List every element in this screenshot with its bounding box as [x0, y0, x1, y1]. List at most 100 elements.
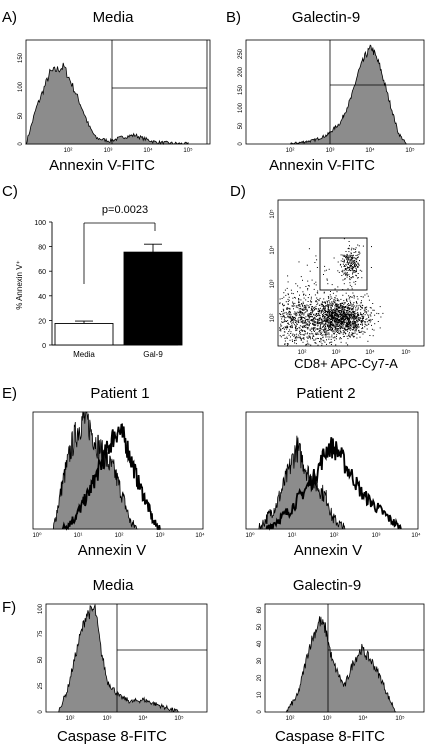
panel-d-event-dot	[313, 331, 315, 332]
panel-d-event-dot	[350, 277, 352, 279]
panel-d-event-dot	[345, 319, 347, 321]
panel-d-event-dot	[332, 325, 333, 327]
panel-f2-ytick: 10	[257, 691, 263, 698]
panel-d-event-dot	[374, 323, 376, 325]
panel-b-xtick: 10³	[326, 148, 335, 154]
panel-d-event-dot	[343, 260, 345, 262]
panel-d-event-dot	[315, 334, 317, 336]
panel-d-event-dot	[322, 339, 324, 341]
panel-d-event-dot	[352, 323, 354, 325]
panel-d-event-dot	[310, 322, 312, 324]
panel-d-event-dot	[340, 303, 342, 304]
panel-d-event-dot	[340, 305, 342, 307]
panel-d-event-dot	[340, 312, 341, 314]
panel-d-event-dot	[312, 338, 314, 339]
panel-d-event-dot	[323, 316, 325, 317]
panel-d-event-dot	[299, 331, 300, 333]
panel-d-event-dot	[329, 321, 331, 323]
panel-d-event-dot	[287, 332, 289, 334]
panel-d-event-dot	[351, 325, 353, 327]
panel-d-event-dot	[347, 324, 349, 326]
panel-d-event-dot	[294, 327, 296, 328]
panel-d-event-dot	[319, 323, 321, 325]
panel-d-event-dot	[293, 305, 295, 307]
panel-d-event-dot	[346, 326, 348, 328]
panel-d-event-dot	[349, 245, 350, 247]
panel-d-event-dot	[363, 321, 365, 323]
panel-d-event-dot	[348, 248, 350, 250]
panel-d-event-dot	[352, 260, 354, 262]
panel-d-event-dot	[369, 318, 371, 320]
panel-d-event-dot	[352, 329, 354, 331]
panel-d-event-dot	[304, 326, 305, 328]
panel-e2-xtick: 10²	[330, 533, 339, 539]
panel-d-event-dot	[295, 336, 297, 338]
panel-d-event-dot	[329, 302, 331, 304]
panel-d-event-dot	[311, 306, 313, 308]
panel-d-event-dot	[347, 304, 349, 305]
panel-d-event-dot	[350, 262, 352, 264]
panel-d-event-dot	[330, 311, 332, 313]
panel-d-event-dot	[286, 287, 288, 289]
panel-d-event-dot	[347, 256, 349, 258]
panel-d-event-dot	[295, 315, 297, 317]
panel-d-event-dot	[353, 281, 355, 283]
panel-d-event-dot	[310, 344, 312, 346]
panel-d-event-dot	[340, 332, 342, 334]
panel-d-event-dot	[308, 320, 310, 322]
panel-d-event-dot	[307, 324, 309, 326]
panel-d-event-dot	[331, 284, 333, 286]
panel-d-event-dot	[339, 311, 340, 313]
panel-c-pvalue: p=0.0023	[102, 204, 148, 216]
panel-d-event-dot	[374, 314, 376, 316]
panel-d-event-dot	[282, 303, 284, 305]
panel-d-event-dot	[325, 310, 326, 312]
panel-d-event-dot	[285, 301, 287, 303]
panel-d-event-dot	[325, 332, 327, 334]
panel-d-event-dot	[328, 306, 330, 308]
panel-d-event-dot	[350, 269, 352, 271]
panel-d-event-dot	[345, 307, 347, 309]
panel-d-event-dot	[290, 289, 292, 291]
panel-d-event-dot	[357, 308, 359, 310]
panel-d-event-dot	[350, 334, 352, 336]
panel-d-event-dot	[356, 320, 358, 322]
panel-d-event-dot	[340, 311, 342, 313]
panel-d-event-dot	[346, 317, 348, 319]
panel-d-event-dot	[321, 344, 323, 346]
panel-d-event-dot	[336, 322, 338, 324]
panel-d-event-dot	[308, 313, 310, 314]
panel-d-xtick: 10²	[298, 350, 307, 356]
panel-d-event-dot	[361, 270, 363, 272]
panel-d-event-dot	[361, 277, 363, 279]
panel-d-ytick: 10⁴	[269, 245, 276, 255]
panel-d-event-dot	[326, 315, 328, 317]
panel-d-event-dot	[304, 304, 306, 306]
panel-d-event-dot	[349, 314, 351, 316]
panel-d-event-dot	[307, 285, 309, 287]
panel-d-event-dot	[359, 252, 361, 254]
panel-d-event-dot	[287, 320, 289, 322]
panel-d-event-dot	[308, 323, 310, 325]
panel-d-event-dot	[287, 327, 288, 329]
panel-d-event-dot	[349, 268, 350, 270]
panel-d-event-dot	[317, 302, 319, 304]
panel-d-xtick: 10⁵	[401, 349, 411, 356]
panel-d-event-dot	[335, 344, 337, 346]
panel-d-event-dot	[320, 318, 322, 320]
panel-d-event-dot	[308, 318, 310, 320]
panel-d-event-dot	[302, 320, 304, 322]
panel-d-event-dot	[292, 316, 294, 318]
panel-d-event-dot	[304, 306, 306, 308]
panel-d-event-dot	[333, 299, 335, 301]
panel-d-event-dot	[289, 314, 291, 316]
panel-d-event-dot	[317, 319, 319, 321]
panel-d-event-dot	[335, 303, 337, 305]
panel-d-event-dot	[330, 305, 332, 306]
panel-d-event-dot	[283, 328, 285, 330]
panel-d-event-dot	[361, 328, 363, 330]
panel-a-xtick: 10⁵	[183, 147, 193, 154]
panel-d-event-dot	[345, 323, 347, 325]
panel-d-event-dot	[323, 328, 325, 330]
panel-d-event-dot	[310, 310, 312, 312]
